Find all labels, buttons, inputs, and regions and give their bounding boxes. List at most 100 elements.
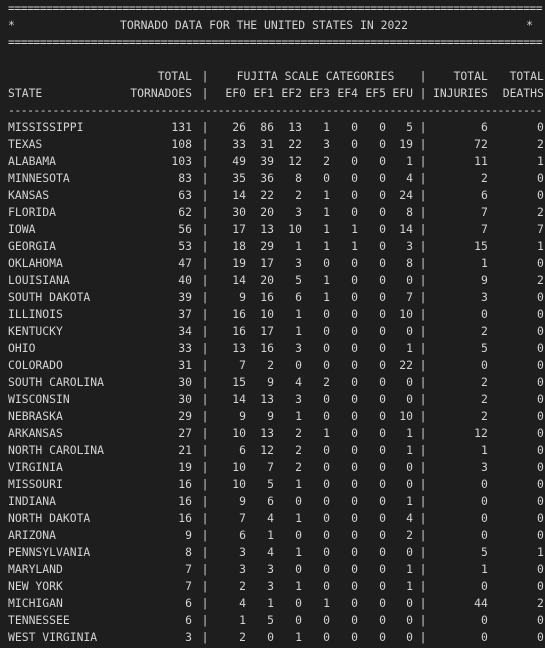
count-ef3: 1 [323, 188, 330, 202]
count-ef2: 0 [295, 562, 302, 576]
column-separator: | [419, 477, 427, 491]
total-tornadoes: 16 [178, 494, 192, 508]
table-row: ALABAMA 103 | 49 39 12 2 0 0 1 | 11 1 [8, 153, 544, 170]
column-separator: | [201, 630, 209, 644]
count-ef5: 0 [379, 562, 386, 576]
count-ef1: 13 [260, 426, 274, 440]
count-ef4: 0 [351, 443, 358, 457]
table-row: GEORGIA 53 | 18 29 1 1 1 0 3 | 15 1 [8, 238, 544, 255]
column-separator: | [419, 460, 427, 474]
column-separator: | [419, 545, 427, 559]
total-deaths: 0 [537, 528, 544, 542]
column-separator: | [201, 137, 209, 151]
count-ef0: 6 [239, 443, 246, 457]
table-row: WEST VIRGINIA 3 | 2 0 1 0 0 0 0 | 0 0 [8, 629, 544, 646]
column-separator: | [201, 154, 209, 168]
state-name: NEW YORK [8, 579, 63, 593]
column-separator: | [201, 222, 209, 236]
column-separator: | [419, 528, 427, 542]
count-ef1: 2 [267, 358, 274, 372]
column-separator: | [201, 256, 209, 270]
state-name: NORTH DAKOTA [8, 511, 91, 525]
count-ef0: 16 [232, 324, 246, 338]
total-deaths: 2 [537, 596, 544, 610]
total-injuries: 0 [481, 358, 488, 372]
column-separator: | [419, 239, 427, 253]
count-ef0: 3 [239, 545, 246, 559]
count-ef3: 0 [323, 358, 330, 372]
count-efu: 22 [399, 358, 413, 372]
table-row: COLORADO 31 | 7 2 0 0 0 0 22 | 0 0 [8, 357, 544, 374]
count-ef0: 26 [232, 120, 246, 134]
table-row: ILLINOIS 37 | 16 10 1 0 0 0 10 | 0 0 [8, 306, 544, 323]
count-ef4: 0 [351, 137, 358, 151]
count-efu: 1 [406, 494, 413, 508]
state-name: ARIZONA [8, 528, 57, 542]
table-row: KENTUCKY 34 | 16 17 1 0 0 0 0 | 2 0 [8, 323, 544, 340]
column-separator: | [201, 171, 209, 185]
count-efu: 0 [406, 545, 413, 559]
count-ef2: 1 [295, 545, 302, 559]
total-tornadoes: 7 [185, 562, 192, 576]
count-efu: 19 [399, 137, 413, 151]
count-efu: 4 [406, 511, 413, 525]
total-deaths: 0 [537, 324, 544, 338]
count-efu: 8 [406, 205, 413, 219]
total-deaths: 7 [537, 222, 544, 236]
count-ef2: 1 [295, 579, 302, 593]
count-ef5: 0 [379, 460, 386, 474]
column-separator: | [201, 443, 209, 457]
count-ef4: 0 [351, 528, 358, 542]
state-name: MISSOURI [8, 477, 63, 491]
count-ef1: 0 [267, 630, 274, 644]
header-separator: | [201, 86, 209, 100]
count-ef3: 0 [323, 511, 330, 525]
count-efu: 0 [406, 613, 413, 627]
column-separator: | [419, 426, 427, 440]
total-injuries: 6 [481, 188, 488, 202]
count-ef1: 13 [260, 222, 274, 236]
total-injuries: 0 [481, 613, 488, 627]
count-ef0: 14 [232, 273, 246, 287]
total-tornadoes: 103 [171, 154, 192, 168]
state-name: NEBRASKA [8, 409, 63, 423]
header-empty [8, 68, 120, 85]
table-row: MISSISSIPPI 131 | 26 86 13 1 0 0 5 | 6 0 [8, 119, 544, 136]
count-ef4: 0 [351, 256, 358, 270]
total-deaths: 1 [537, 239, 544, 253]
count-ef3: 1 [323, 205, 330, 219]
count-efu: 0 [406, 273, 413, 287]
total-tornadoes: 40 [178, 273, 192, 287]
table-row: TEXAS 108 | 33 31 22 3 0 0 19 | 72 2 [8, 136, 544, 153]
total-tornadoes: 27 [178, 426, 192, 440]
total-injuries: 0 [481, 477, 488, 491]
count-ef1: 16 [260, 290, 274, 304]
count-efu: 1 [406, 562, 413, 576]
column-separator: | [201, 375, 209, 389]
table-row: SOUTH DAKOTA 39 | 9 16 6 1 0 0 7 | 3 0 [8, 289, 544, 306]
total-tornadoes: 62 [178, 205, 192, 219]
total-deaths: 2 [537, 137, 544, 151]
header-ef5: EF5 [365, 86, 386, 100]
count-ef3: 1 [323, 290, 330, 304]
count-ef2: 3 [295, 205, 302, 219]
count-ef4: 0 [351, 392, 358, 406]
total-injuries: 7 [481, 205, 488, 219]
state-name: KENTUCKY [8, 324, 63, 338]
total-injuries: 0 [481, 494, 488, 508]
header-deaths-top: TOTAL [509, 69, 544, 83]
total-tornadoes: 108 [171, 137, 192, 151]
count-ef3: 0 [323, 443, 330, 457]
total-injuries: 0 [481, 579, 488, 593]
count-ef3: 0 [323, 171, 330, 185]
count-efu: 0 [406, 324, 413, 338]
total-tornadoes: 21 [178, 443, 192, 457]
column-separator: | [201, 341, 209, 355]
count-ef2: 2 [295, 460, 302, 474]
count-ef3: 1 [323, 239, 330, 253]
total-injuries: 9 [481, 273, 488, 287]
count-ef5: 0 [379, 528, 386, 542]
count-ef5: 0 [379, 426, 386, 440]
column-separator: | [419, 358, 427, 372]
column-separator: | [419, 120, 427, 134]
